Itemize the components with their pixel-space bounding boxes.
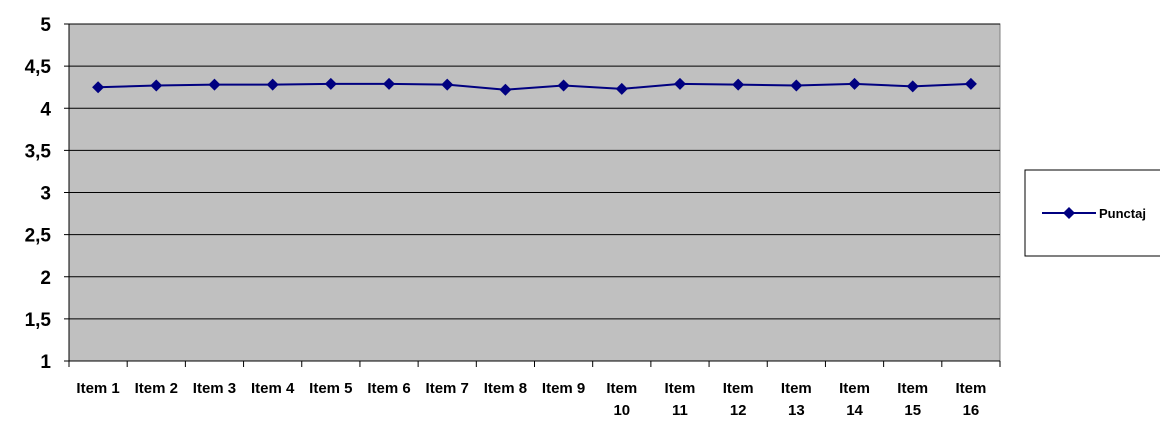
x-tick-label: Item 3 <box>193 380 236 397</box>
x-tick-label: Item 12 <box>723 380 754 419</box>
y-tick-label: 3 <box>40 184 51 205</box>
y-tick-label: 5 <box>40 15 51 36</box>
y-tick-label: 1,5 <box>25 310 52 331</box>
y-tick-label: 2 <box>40 268 51 289</box>
data-point-marker <box>732 78 745 91</box>
x-tick-label: Item 1 <box>76 380 119 397</box>
y-tick-label: 1 <box>40 352 51 373</box>
series-line <box>98 82 971 91</box>
data-point-marker <box>324 77 337 90</box>
x-tick-label: Item 9 <box>542 380 585 397</box>
data-point-marker <box>673 77 686 90</box>
x-tick-label: Item 5 <box>309 380 352 397</box>
legend-entry-label: Punctaj <box>1099 206 1146 221</box>
y-axis-tick-labels: 1 1,5 2 2,5 3 3,5 4 4,5 5 <box>25 15 52 373</box>
x-tick-label: Item 6 <box>367 380 410 397</box>
data-point-marker <box>383 77 396 90</box>
data-point-marker <box>441 78 454 91</box>
x-tick-label: Item 14 <box>839 380 870 419</box>
data-point-marker <box>615 82 628 95</box>
x-tick-label: Item 15 <box>897 380 928 419</box>
data-point-marker <box>499 83 512 96</box>
y-tick-label: 2,5 <box>25 226 52 247</box>
data-point-marker <box>906 80 919 93</box>
x-tick-label: Item 11 <box>665 380 696 419</box>
gridlines <box>69 23 1000 320</box>
data-point-marker <box>150 79 163 92</box>
x-tick-label: Item 16 <box>955 380 986 419</box>
series-layer <box>92 77 977 96</box>
x-tick-label: Item 13 <box>781 380 812 419</box>
x-tick-label: Item 2 <box>135 380 178 397</box>
axes <box>64 23 1001 367</box>
legend-marker-icon <box>1063 207 1075 219</box>
data-point-marker <box>557 79 570 92</box>
legend: Punctaj <box>1024 169 1160 257</box>
y-tick-label: 4 <box>40 99 51 120</box>
x-axis-tick-labels: Item 1 Item 2 Item 3 Item 4 Item 5 Item 6 Item… <box>76 380 986 419</box>
y-tick-label: 3,5 <box>25 141 52 162</box>
data-point-marker <box>964 77 977 90</box>
x-tick-label: Item 10 <box>606 380 637 419</box>
data-point-marker <box>790 79 803 92</box>
x-tick-label: Item 4 <box>251 380 295 397</box>
x-tick-label: Item 8 <box>484 380 527 397</box>
y-tick-label: 4,5 <box>25 57 52 78</box>
data-point-marker <box>92 81 105 94</box>
data-point-marker <box>208 78 221 91</box>
data-point-marker <box>848 77 861 90</box>
x-tick-label: Item 7 <box>426 380 469 397</box>
data-point-marker <box>266 78 279 91</box>
